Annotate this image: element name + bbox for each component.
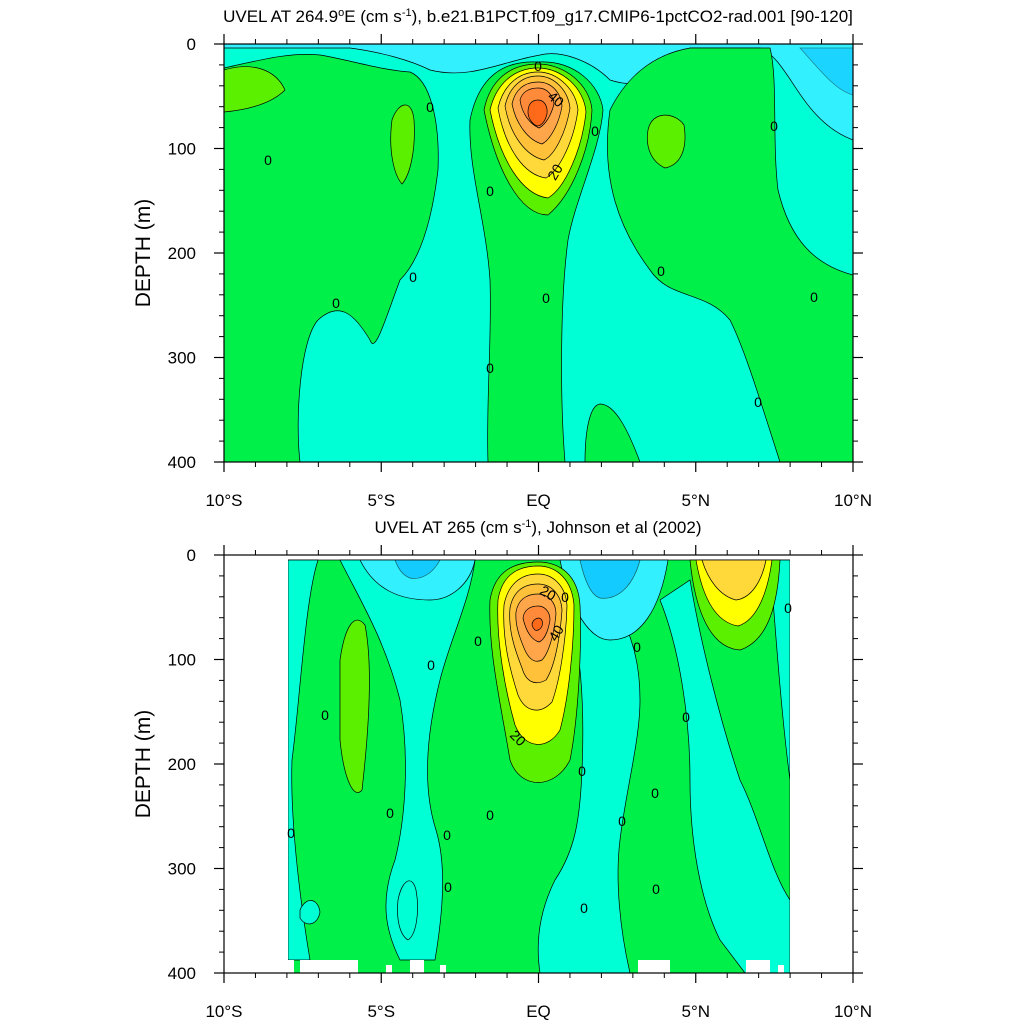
top-xtick-label: 10°N — [834, 491, 872, 510]
top-label-2: 0 — [591, 123, 599, 139]
bottom-label-16: 0 — [580, 900, 588, 916]
bottom-ytick-label: 100 — [168, 651, 196, 670]
top-label-12: 0 — [754, 394, 762, 410]
bottom-panel: UVEL AT 265 (cm s-1), Johnson et al (200… — [132, 518, 872, 1021]
top-label-13: 20 — [544, 161, 566, 183]
top-x-axis: 10°S 5°S EQ 5°N 10°N — [205, 34, 872, 510]
top-label-10: 0 — [810, 289, 818, 305]
bottom-right-core-orange — [701, 559, 767, 601]
bottom-label-3: 0 — [633, 639, 641, 655]
top-label-1: 0 — [426, 99, 434, 115]
top-label-7: 0 — [657, 263, 665, 279]
bottom-label-2: 0 — [474, 633, 482, 649]
top-label-8: 0 — [332, 295, 340, 311]
top-core-40-45 — [527, 99, 548, 127]
bottom-cyan-blob1 — [299, 900, 321, 925]
top-left-lime2 — [390, 104, 415, 185]
bottom-label-5: 0 — [321, 707, 329, 723]
bottom-lime-left — [339, 619, 370, 793]
bottom-y-axis-label: DEPTH (m) — [132, 710, 155, 819]
bottom-cyan-blob2 — [397, 880, 418, 941]
top-label-5: 0 — [486, 183, 494, 199]
top-ytick-label: 400 — [168, 453, 196, 472]
bottom-label-13: 0 — [443, 827, 451, 843]
top-xtick-label: EQ — [526, 491, 551, 510]
bottom-label-11: 0 — [618, 813, 626, 829]
top-right-lime — [646, 114, 686, 169]
top-xtick-label: 5°N — [681, 491, 710, 510]
bottom-label-18: 20 — [537, 582, 559, 604]
top-label-11: 0 — [486, 360, 494, 376]
bottom-label-6: 0 — [682, 709, 690, 725]
bottom-contour-fill — [224, 555, 853, 973]
bottom-label-10: 0 — [486, 807, 494, 823]
top-contour-fill — [224, 44, 853, 462]
bottom-ytick-label: 200 — [168, 755, 196, 774]
top-panel: UVEL AT 264.9oE (cm s-1), b.e21.B1PCT.f0… — [132, 7, 872, 510]
bottom-x-axis: 10°S 5°S EQ 5°N 10°N — [205, 545, 872, 1021]
top-left-green — [224, 54, 439, 462]
top-xtick-label: 10°S — [205, 491, 242, 510]
bottom-xtick-label: EQ — [526, 1002, 551, 1021]
bottom-xtick-label: 10°S — [205, 1002, 242, 1021]
bottom-missing-gaps — [288, 960, 784, 973]
bottom-label-7: 0 — [578, 763, 586, 779]
bottom-xtick-label: 5°S — [367, 1002, 395, 1021]
top-label-4: 0 — [264, 152, 272, 168]
bottom-ytick-label: 0 — [187, 546, 196, 565]
bottom-cyan-right — [659, 579, 791, 973]
top-xtick-label: 5°S — [367, 491, 395, 510]
bottom-neg-core — [394, 559, 641, 599]
top-label-9: 0 — [542, 290, 550, 306]
bottom-xtick-label: 5°N — [681, 1002, 710, 1021]
top-ytick-label: 0 — [187, 35, 196, 54]
bottom-label-9: 0 — [386, 805, 394, 821]
bottom-ytick-label: 400 — [168, 964, 196, 983]
bottom-label-0: 0 — [561, 589, 569, 605]
top-left-lime — [224, 66, 286, 113]
bottom-label-12: 0 — [287, 825, 295, 841]
top-ytick-label: 100 — [168, 140, 196, 159]
bottom-label-8: 0 — [651, 785, 659, 801]
top-label-6: 0 — [409, 269, 417, 285]
bottom-label-20: 40 — [545, 622, 567, 644]
top-y-axis-label: DEPTH (m) — [132, 199, 155, 308]
top-label-3: 0 — [770, 118, 778, 134]
bottom-label-15: 0 — [652, 881, 660, 897]
top-band-neg — [224, 44, 853, 141]
bottom-ytick-label: 300 — [168, 860, 196, 879]
bottom-title: UVEL AT 265 (cm s-1), Johnson et al (200… — [375, 518, 702, 537]
bottom-label-4: 0 — [427, 657, 435, 673]
bottom-cyan-center-right — [537, 599, 641, 973]
bottom-label-1: 0 — [784, 600, 792, 616]
top-ytick-label: 200 — [168, 244, 196, 263]
top-ytick-label: 300 — [168, 349, 196, 368]
bottom-core-40-45 — [531, 617, 543, 631]
bottom-label-14: 0 — [444, 879, 452, 895]
bottom-xtick-label: 10°N — [834, 1002, 872, 1021]
top-bottom-green — [584, 403, 641, 462]
top-label-0: 0 — [534, 58, 542, 74]
top-title: UVEL AT 264.9oE (cm s-1), b.e21.B1PCT.f0… — [223, 7, 853, 26]
bottom-cyan-left-mid — [339, 559, 476, 961]
